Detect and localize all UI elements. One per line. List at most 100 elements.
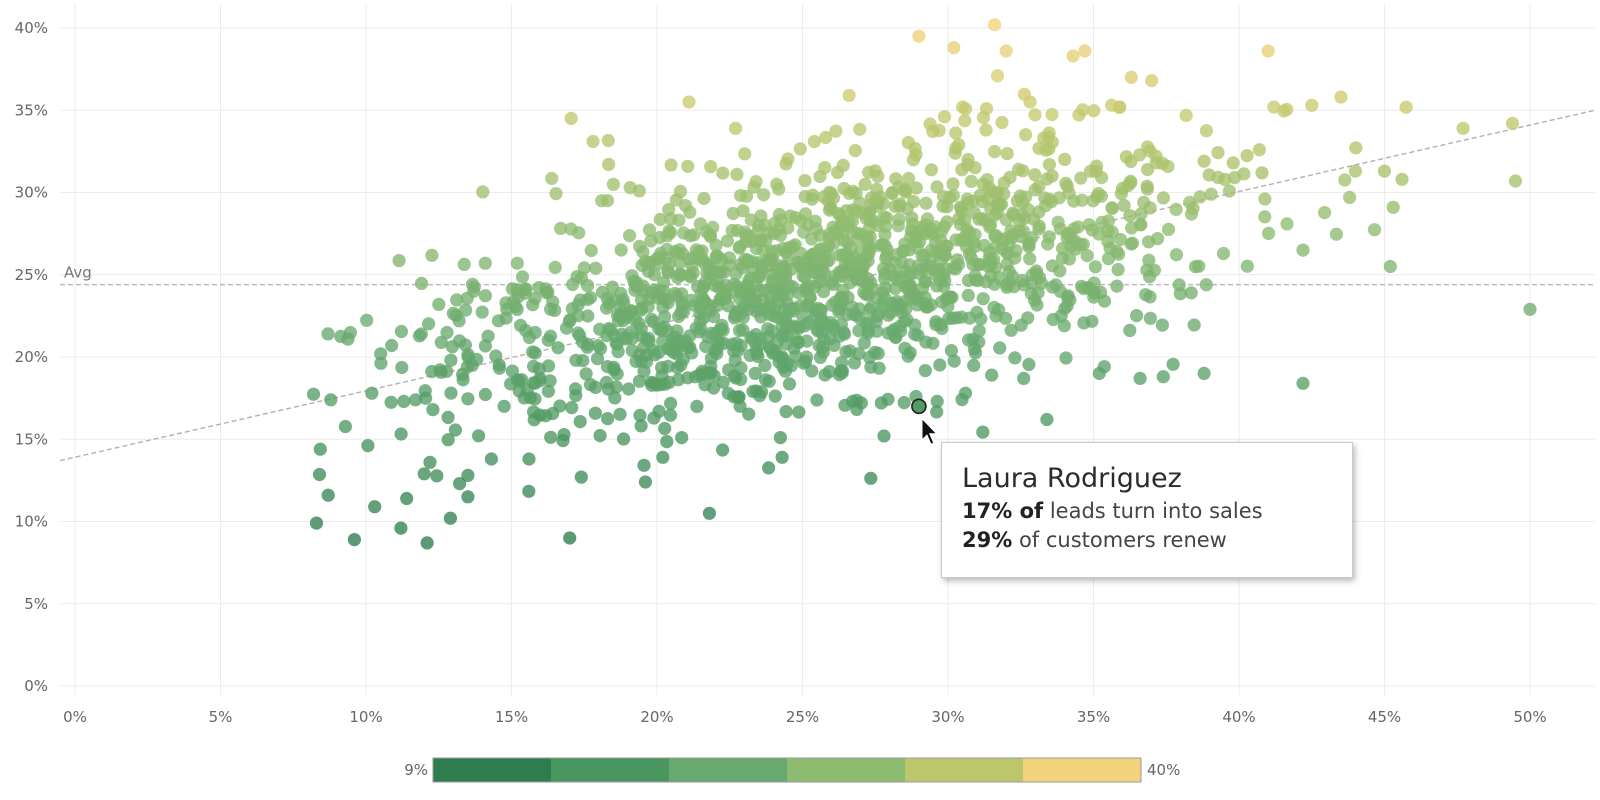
data-point[interactable] xyxy=(1151,232,1165,246)
data-point[interactable] xyxy=(893,199,907,213)
data-point[interactable] xyxy=(1097,294,1112,308)
data-point[interactable] xyxy=(789,349,803,363)
data-point[interactable] xyxy=(842,88,856,102)
data-point[interactable] xyxy=(609,380,624,394)
data-point[interactable] xyxy=(940,215,954,229)
data-point[interactable] xyxy=(611,345,625,359)
data-point[interactable] xyxy=(711,265,725,279)
data-point[interactable] xyxy=(441,410,455,424)
data-point[interactable] xyxy=(733,307,748,321)
data-point[interactable] xyxy=(1383,259,1397,274)
data-point[interactable] xyxy=(786,320,800,335)
data-point[interactable] xyxy=(739,228,753,242)
data-point[interactable] xyxy=(749,175,763,189)
data-point[interactable] xyxy=(1110,279,1124,293)
data-point[interactable] xyxy=(584,243,598,258)
data-point[interactable] xyxy=(855,227,869,241)
data-point[interactable] xyxy=(864,191,879,205)
data-point[interactable] xyxy=(952,138,966,152)
data-point[interactable] xyxy=(967,206,981,220)
data-point[interactable] xyxy=(417,467,431,481)
data-point[interactable] xyxy=(1040,412,1054,427)
data-point[interactable] xyxy=(1255,166,1269,180)
data-point[interactable] xyxy=(1179,108,1193,122)
data-point[interactable] xyxy=(476,185,490,199)
data-point[interactable] xyxy=(1042,158,1056,172)
data-point[interactable] xyxy=(1184,286,1198,300)
data-point[interactable] xyxy=(309,516,324,530)
data-point[interactable] xyxy=(738,252,752,266)
data-point[interactable] xyxy=(581,279,595,293)
data-point[interactable] xyxy=(1114,232,1128,247)
data-point[interactable] xyxy=(891,219,905,233)
data-point[interactable] xyxy=(702,506,717,520)
data-point[interactable] xyxy=(835,214,849,228)
data-point[interactable] xyxy=(985,368,999,382)
data-point[interactable] xyxy=(993,198,1007,212)
data-point[interactable] xyxy=(440,325,454,340)
data-point[interactable] xyxy=(1169,202,1183,216)
data-point[interactable] xyxy=(733,399,747,413)
data-point[interactable] xyxy=(812,263,826,277)
data-point[interactable] xyxy=(601,133,615,148)
data-point[interactable] xyxy=(766,272,780,286)
data-point[interactable] xyxy=(1006,269,1020,283)
data-point[interactable] xyxy=(704,160,718,174)
data-point[interactable] xyxy=(1166,357,1180,371)
data-point[interactable] xyxy=(1334,90,1348,104)
data-point[interactable] xyxy=(976,111,991,125)
data-point[interactable] xyxy=(845,300,859,314)
data-point[interactable] xyxy=(551,341,565,355)
data-point[interactable] xyxy=(591,339,605,353)
data-point[interactable] xyxy=(361,439,375,453)
data-point[interactable] xyxy=(653,212,667,227)
data-point[interactable] xyxy=(754,233,768,247)
data-point[interactable] xyxy=(1349,141,1363,155)
data-point[interactable] xyxy=(657,275,671,290)
data-point[interactable] xyxy=(1019,128,1033,142)
data-point[interactable] xyxy=(1057,319,1071,333)
data-point[interactable] xyxy=(610,367,624,381)
data-point[interactable] xyxy=(756,243,770,257)
data-point[interactable] xyxy=(839,204,854,218)
data-point[interactable] xyxy=(937,110,952,124)
data-point[interactable] xyxy=(822,365,837,379)
data-point[interactable] xyxy=(798,283,812,297)
data-point[interactable] xyxy=(946,177,960,191)
data-point[interactable] xyxy=(1133,148,1147,162)
data-point[interactable] xyxy=(1137,195,1151,209)
data-point[interactable] xyxy=(1523,302,1537,316)
data-point[interactable] xyxy=(1377,164,1392,178)
data-point[interactable] xyxy=(871,169,885,183)
data-point[interactable] xyxy=(734,372,748,387)
data-point[interactable] xyxy=(978,213,992,227)
data-point[interactable] xyxy=(658,421,672,436)
data-point[interactable] xyxy=(395,360,409,375)
data-point[interactable] xyxy=(1123,323,1137,337)
data-point[interactable] xyxy=(1000,147,1014,161)
data-point[interactable] xyxy=(484,452,498,466)
data-point[interactable] xyxy=(810,393,824,407)
data-point[interactable] xyxy=(692,368,707,382)
data-point[interactable] xyxy=(990,69,1005,83)
data-point[interactable] xyxy=(541,333,555,347)
data-point[interactable] xyxy=(736,204,750,218)
data-point[interactable] xyxy=(642,223,657,237)
data-point[interactable] xyxy=(683,329,697,343)
data-point[interactable] xyxy=(605,280,620,294)
data-point[interactable] xyxy=(443,511,457,525)
data-point[interactable] xyxy=(622,382,636,396)
data-point[interactable] xyxy=(1199,124,1213,138)
data-point[interactable] xyxy=(642,292,656,306)
data-point[interactable] xyxy=(1240,259,1254,273)
data-point[interactable] xyxy=(423,455,437,469)
data-point[interactable] xyxy=(698,378,712,392)
data-point[interactable] xyxy=(976,292,990,306)
data-point[interactable] xyxy=(798,319,812,333)
data-point[interactable] xyxy=(692,245,706,259)
data-point[interactable] xyxy=(1010,194,1024,208)
data-point[interactable] xyxy=(665,332,680,346)
data-point[interactable] xyxy=(461,490,475,504)
data-point[interactable] xyxy=(652,345,666,359)
data-point[interactable] xyxy=(773,431,788,445)
